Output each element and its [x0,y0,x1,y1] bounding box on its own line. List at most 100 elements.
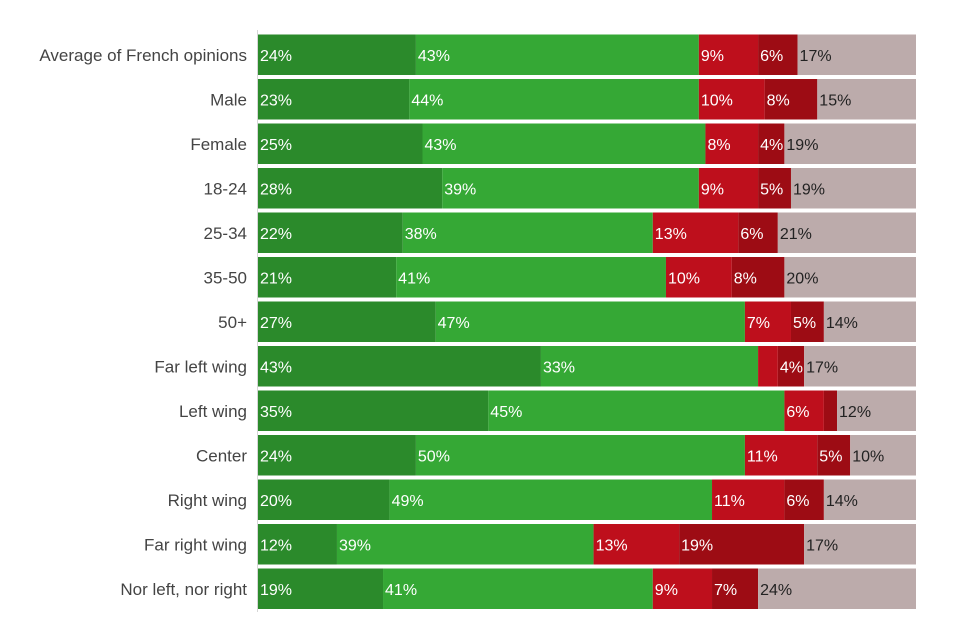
bar-segment-4 [817,435,851,476]
bar-segment-5 [758,568,916,609]
bar-segment-2 [415,34,699,75]
bar-segment-4 [790,301,824,342]
segment-value-label: 22% [260,226,292,243]
category-label: Male [210,90,247,109]
category-label: Female [190,135,247,154]
bar-segment-1 [258,168,443,209]
bar-segment-1 [258,479,390,520]
bar-segment-1 [258,257,397,298]
segment-value-label: 24% [260,448,292,465]
bar-segment-1 [258,79,410,120]
bar-segment-3 [652,568,713,609]
segment-value-label: 9% [655,582,678,599]
segment-value-label: 39% [339,537,371,554]
bars-group [258,34,916,609]
category-label: Nor left, nor right [120,580,247,599]
bar-segment-3 [744,301,791,342]
segment-value-label: 44% [411,92,443,109]
bar-segment-1 [258,568,384,609]
bar-segment-5 [823,479,916,520]
bar-segment-4 [777,346,805,387]
segment-value-label: 4% [760,137,783,154]
bar-segment-3 [784,390,824,431]
bar-segment-4 [758,123,785,164]
segment-value-label: 12% [260,537,292,554]
category-label: 35-50 [204,268,247,287]
segment-value-label: 38% [405,226,437,243]
bar-segment-2 [409,79,699,120]
segment-value-label: 35% [260,404,292,421]
segment-value-label: 20% [786,270,818,287]
segment-value-label: 17% [806,359,838,376]
bar-segment-4 [823,390,838,431]
segment-value-label: 41% [385,582,417,599]
bar-segment-4 [784,479,824,520]
bar-segment-4 [679,524,805,565]
bar-segment-2 [389,479,713,520]
bar-segment-1 [258,212,403,253]
segment-value-label: 10% [668,270,700,287]
bar-segment-4 [712,568,759,609]
segment-value-label: 7% [747,315,770,332]
bar-segment-3 [705,123,759,164]
bar-segment-4 [731,257,785,298]
bar-segment-4 [758,168,791,209]
segment-value-label: 13% [596,537,628,554]
segment-value-label: 11% [747,448,778,465]
segment-value-label: 10% [852,448,884,465]
segment-value-label: 15% [819,92,851,109]
bar-segment-3 [698,79,765,120]
segment-value-label: 23% [260,92,292,109]
segment-value-label: 49% [392,493,424,510]
bar-segment-5 [804,346,916,387]
bar-segment-3 [712,479,785,520]
category-label: Far right wing [144,535,247,554]
segment-value-label: 8% [734,270,757,287]
bar-segment-4 [764,79,818,120]
category-label: Center [196,446,247,465]
segment-value-label: 43% [425,137,457,154]
segment-value-label: 8% [707,137,730,154]
category-label: Far left wing [154,357,247,376]
segment-value-label: 5% [793,315,816,332]
bar-segment-1 [258,301,436,342]
category-label: 50+ [218,313,247,332]
segment-value-label: 14% [826,315,858,332]
segment-value-label: 25% [260,137,292,154]
segment-value-label: 19% [681,537,713,554]
bar-segment-1 [258,34,416,75]
segment-value-label: 10% [701,92,733,109]
segment-value-label: 27% [260,315,292,332]
category-label: 25-34 [204,224,247,243]
segment-value-label: 24% [760,582,792,599]
category-labels-group: Average of French opinions Male Female 18-2… [39,46,247,599]
category-label: Right wing [168,491,247,510]
segment-value-label: 5% [760,181,783,198]
bar-segment-2 [540,346,759,387]
segment-value-label: 33% [543,359,575,376]
category-label: Average of French opinions [39,46,247,65]
bar-segment-2 [415,435,745,476]
bar-segment-5 [850,435,916,476]
bar-segment-2 [442,168,699,209]
segment-value-label: 9% [701,181,724,198]
bar-segment-2 [383,568,653,609]
segment-value-label: 47% [438,315,470,332]
segment-value-label: 45% [490,404,522,421]
segment-value-label: 39% [444,181,476,198]
bar-segment-1 [258,435,416,476]
bar-segment-2 [336,524,594,565]
segment-value-label: 6% [740,226,763,243]
segment-value-label: 20% [260,493,292,510]
bar-segment-3 [698,168,759,209]
bar-segment-1 [258,123,423,164]
segment-value-label: 6% [786,493,809,510]
segment-value-label: 4% [780,359,803,376]
bar-segment-4 [738,212,778,253]
bar-segment-5 [804,524,916,565]
bar-segment-3 [744,435,818,476]
segment-value-label: 13% [655,226,687,243]
bar-segment-2 [435,301,745,342]
segment-value-label: 7% [714,582,737,599]
category-label: Left wing [179,402,247,421]
